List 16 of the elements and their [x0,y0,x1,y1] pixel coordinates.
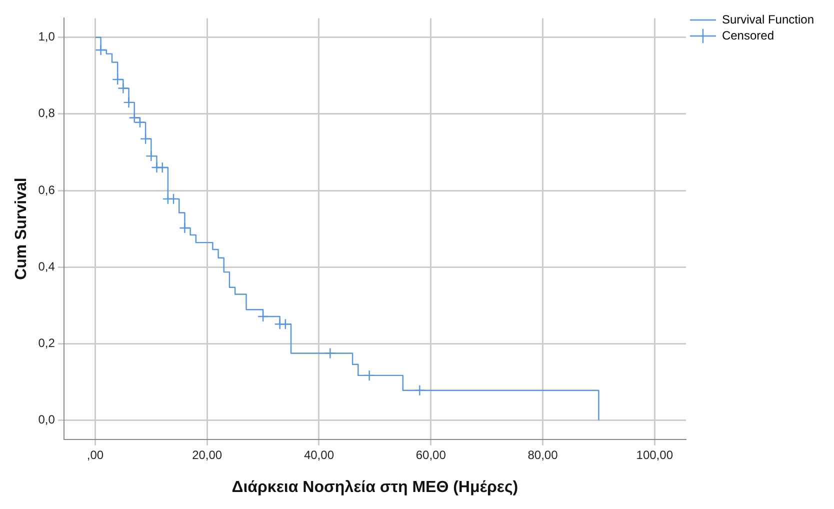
x-tick-label: 80,00 [528,448,558,462]
x-tick-label: ,00 [86,448,104,462]
x-axis-title: Διάρκεια Νοσηλεία στη ΜΕΘ (Ημέρες) [232,478,518,496]
x-tick-label: 60,00 [416,448,446,462]
y-tick-label: 0,4 [38,259,56,274]
y-tick-label: 1,0 [38,30,56,44]
y-axis-title: Cum Survival [13,178,30,280]
y-tick-label: 0,6 [38,182,56,197]
x-tick-label: 20,00 [192,448,222,462]
legend-label: Censored [722,28,774,42]
x-tick-label: 100,00 [636,448,674,462]
y-tick-label: 0,2 [38,336,56,350]
legend-label: Survival Function [722,12,814,26]
y-tick-label: 0,8 [38,106,56,120]
x-tick-label: 40,00 [304,448,334,462]
y-tick-label: 0,0 [38,412,56,427]
